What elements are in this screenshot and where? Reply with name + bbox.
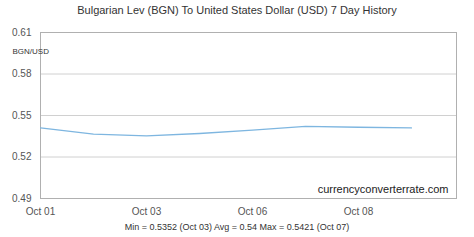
svg-text:Oct 06: Oct 06 <box>238 206 268 217</box>
svg-text:0.55: 0.55 <box>12 110 32 121</box>
html-text:Bulgarian Lev (BGN) To United: Bulgarian Lev (BGN) To United States Dol… <box>77 4 397 16</box>
svg-text:0.49: 0.49 <box>12 193 32 204</box>
svg-text:currencyconverterrate.com: currencyconverterrate.com <box>318 183 449 195</box>
svg-text:0.58: 0.58 <box>12 68 32 79</box>
svg-text:Oct 08: Oct 08 <box>344 206 374 217</box>
svg-text:0.52: 0.52 <box>12 151 32 162</box>
svg-text:Oct 01: Oct 01 <box>26 206 56 217</box>
svg-text:BGN/USD: BGN/USD <box>13 47 50 56</box>
svg-text:0.61: 0.61 <box>12 27 32 38</box>
html-text:Min = 0.5352 (Oct 03) Avg = 0.: Min = 0.5352 (Oct 03) Avg = 0.54 Max = 0… <box>124 222 350 232</box>
svg-text:Oct 03: Oct 03 <box>132 206 162 217</box>
